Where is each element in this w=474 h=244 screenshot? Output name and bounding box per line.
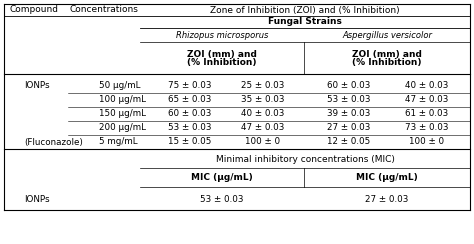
Text: 53 ± 0.03: 53 ± 0.03 bbox=[327, 95, 371, 104]
Text: 100 μg/mL: 100 μg/mL bbox=[99, 95, 146, 104]
Text: 27 ± 0.03: 27 ± 0.03 bbox=[365, 195, 409, 204]
Text: ZOI (mm) and: ZOI (mm) and bbox=[352, 50, 422, 59]
Text: 5 mg/mL: 5 mg/mL bbox=[99, 138, 137, 146]
Text: 25 ± 0.03: 25 ± 0.03 bbox=[241, 81, 285, 91]
Text: 61 ± 0.03: 61 ± 0.03 bbox=[405, 110, 448, 119]
Text: MIC (μg/mL): MIC (μg/mL) bbox=[356, 173, 418, 182]
Text: 50 μg/mL: 50 μg/mL bbox=[99, 81, 140, 91]
Text: 27 ± 0.03: 27 ± 0.03 bbox=[328, 123, 371, 132]
Text: 40 ± 0.03: 40 ± 0.03 bbox=[241, 110, 285, 119]
Text: 47 ± 0.03: 47 ± 0.03 bbox=[405, 95, 449, 104]
Text: IONPs: IONPs bbox=[24, 195, 50, 204]
Text: 200 μg/mL: 200 μg/mL bbox=[99, 123, 146, 132]
Text: (% Inhibition): (% Inhibition) bbox=[352, 59, 422, 68]
Text: 53 ± 0.03: 53 ± 0.03 bbox=[200, 195, 244, 204]
Text: ZOI (mm) and: ZOI (mm) and bbox=[187, 50, 257, 59]
Text: Fungal Strains: Fungal Strains bbox=[268, 18, 342, 27]
Text: 73 ± 0.03: 73 ± 0.03 bbox=[405, 123, 449, 132]
Text: Zone of Inhibition (ZOI) and (% Inhibition): Zone of Inhibition (ZOI) and (% Inhibiti… bbox=[210, 6, 400, 14]
Text: 75 ± 0.03: 75 ± 0.03 bbox=[168, 81, 212, 91]
Text: MIC (μg/mL): MIC (μg/mL) bbox=[191, 173, 253, 182]
Text: Aspergillus versicolor: Aspergillus versicolor bbox=[342, 30, 432, 40]
Text: Concentrations: Concentrations bbox=[70, 6, 138, 14]
Text: 60 ± 0.03: 60 ± 0.03 bbox=[168, 110, 212, 119]
Text: 40 ± 0.03: 40 ± 0.03 bbox=[405, 81, 449, 91]
Text: 35 ± 0.03: 35 ± 0.03 bbox=[241, 95, 285, 104]
Text: IONPs: IONPs bbox=[24, 81, 50, 91]
Text: 60 ± 0.03: 60 ± 0.03 bbox=[328, 81, 371, 91]
Text: 12 ± 0.05: 12 ± 0.05 bbox=[328, 138, 371, 146]
Text: 100 ± 0: 100 ± 0 bbox=[410, 138, 445, 146]
Text: 150 μg/mL: 150 μg/mL bbox=[99, 110, 146, 119]
Text: (% Inhibition): (% Inhibition) bbox=[187, 59, 257, 68]
Text: Minimal inhibitory concentrations (MIC): Minimal inhibitory concentrations (MIC) bbox=[216, 154, 394, 163]
Text: 100 ± 0: 100 ± 0 bbox=[246, 138, 281, 146]
Text: 39 ± 0.03: 39 ± 0.03 bbox=[328, 110, 371, 119]
Text: Compound: Compound bbox=[9, 6, 58, 14]
Text: 15 ± 0.05: 15 ± 0.05 bbox=[168, 138, 212, 146]
Text: Rhizopus microsporus: Rhizopus microsporus bbox=[176, 30, 268, 40]
Text: (Fluconazole): (Fluconazole) bbox=[24, 138, 83, 146]
Text: 47 ± 0.03: 47 ± 0.03 bbox=[241, 123, 285, 132]
Text: 65 ± 0.03: 65 ± 0.03 bbox=[168, 95, 212, 104]
Text: 53 ± 0.03: 53 ± 0.03 bbox=[168, 123, 212, 132]
